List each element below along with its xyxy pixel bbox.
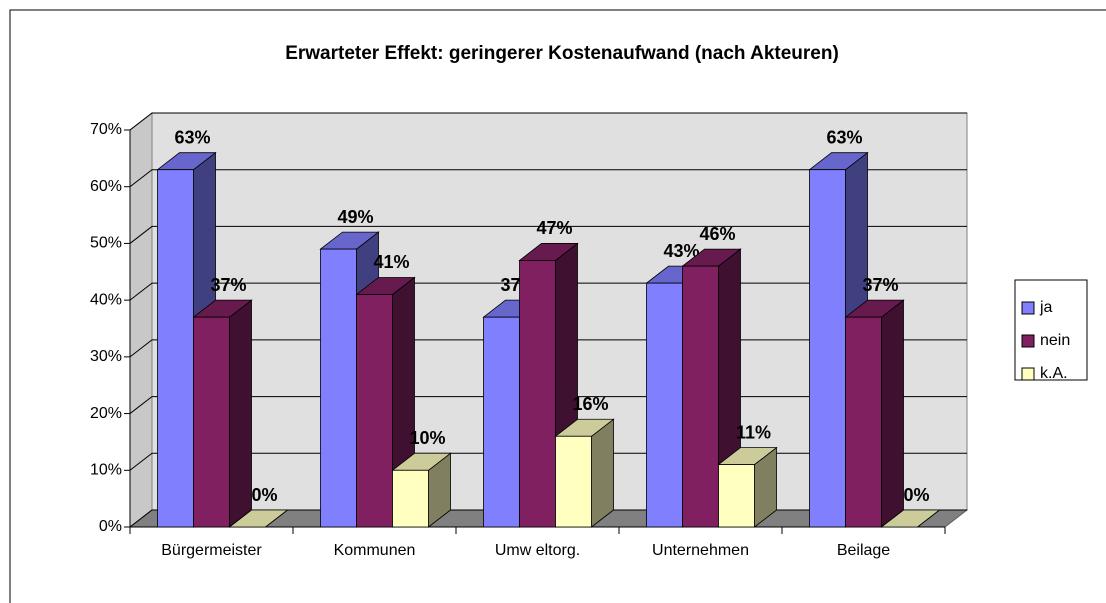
- value-label: 49%: [337, 207, 373, 227]
- bar: [554, 418, 615, 528]
- legend-label: nein: [1040, 332, 1070, 349]
- bar-front: [356, 294, 393, 528]
- bar: [228, 509, 289, 528]
- grid-line: [129, 225, 967, 244]
- value-label: 16%: [572, 394, 608, 414]
- y-tick-label: 60%: [90, 178, 122, 195]
- legend-box: [1014, 279, 1088, 381]
- value-label: 37%: [210, 275, 246, 295]
- bar-front: [320, 248, 357, 528]
- bar: [880, 509, 941, 528]
- y-tick-label: 40%: [90, 291, 122, 308]
- value-label: 63%: [826, 127, 862, 147]
- value-label: 10%: [409, 428, 445, 448]
- x-tick-label: Kommunen: [334, 542, 416, 559]
- grid-line: [129, 112, 967, 131]
- value-label: 63%: [174, 127, 210, 147]
- value-label: 43%: [663, 241, 699, 261]
- bar-side: [229, 299, 252, 528]
- value-label: 37%: [862, 275, 898, 295]
- x-tick-label: Unternehmen: [652, 542, 749, 559]
- bar-front: [392, 469, 429, 528]
- bar-front: [718, 464, 755, 528]
- bar-top: [880, 509, 941, 528]
- x-tick-label: Beilage: [837, 542, 890, 559]
- legend-label: ja: [1039, 299, 1053, 316]
- bar: [717, 446, 778, 528]
- legend-swatch: [1021, 334, 1035, 348]
- bar: [192, 299, 253, 528]
- x-tick-label: Umw eltorg.: [495, 542, 580, 559]
- y-tick-label: 10%: [90, 462, 122, 479]
- chart-frame: [9, 9, 1106, 603]
- value-label: 0%: [251, 485, 277, 505]
- legend-swatch: [1021, 301, 1035, 315]
- y-tick-label: 30%: [90, 348, 122, 365]
- value-label: 0%: [903, 485, 929, 505]
- y-tick-label: 20%: [90, 405, 122, 422]
- y-tick-label: 70%: [90, 121, 122, 138]
- y-tick-label: 50%: [90, 235, 122, 252]
- bar-side: [591, 418, 614, 528]
- bar-side: [881, 299, 904, 528]
- value-label: 46%: [699, 224, 735, 244]
- value-label: 11%: [736, 422, 771, 442]
- bar-front: [682, 265, 719, 528]
- bar-front: [519, 260, 556, 528]
- bar-front: [555, 435, 592, 528]
- grid-line: [129, 169, 967, 188]
- chart-title: Erwarteter Effekt: geringerer Kostenaufw…: [285, 43, 839, 64]
- y-tick-label: 0%: [99, 518, 122, 535]
- bar-front: [157, 169, 194, 528]
- legend-swatch: [1021, 367, 1035, 381]
- bar-front: [845, 316, 882, 528]
- bar-top: [228, 509, 289, 528]
- bar-front: [809, 169, 846, 528]
- side-wall: [129, 111, 153, 529]
- bar-front: [483, 316, 520, 528]
- legend-label: k.A.: [1040, 365, 1068, 382]
- value-label: 41%: [373, 252, 409, 272]
- bar-front: [193, 316, 230, 528]
- bar: [844, 299, 905, 528]
- bar-front: [646, 282, 683, 528]
- value-label: 47%: [536, 218, 572, 238]
- x-tick-label: Bürgermeister: [161, 542, 262, 559]
- bar: [391, 452, 452, 528]
- bar: [681, 248, 742, 528]
